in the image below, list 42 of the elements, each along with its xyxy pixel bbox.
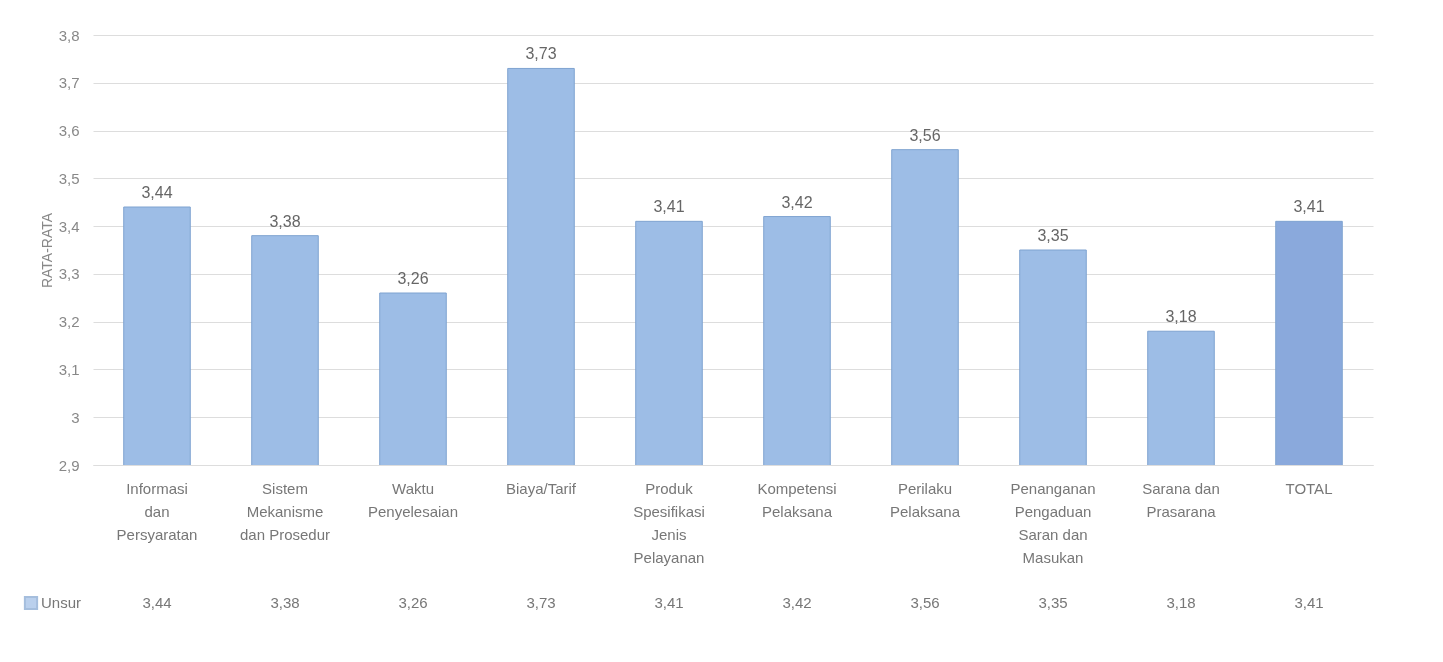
x-tick-label: Biaya/Tarif xyxy=(505,479,577,497)
y-tick-label: 3 xyxy=(71,408,80,426)
y-tick-label: 3,8 xyxy=(58,26,80,44)
x-tick-label: Perilaku Pelaksana xyxy=(889,479,961,520)
text: 3,26 xyxy=(397,270,429,287)
text: 3,44 xyxy=(141,184,173,201)
x-tick-label: Sistem Mekanisme dan Prosedur xyxy=(239,479,331,543)
text: 3,38 xyxy=(269,212,301,230)
y-tick-label: 3,6 xyxy=(58,122,80,140)
y-tick-label: 3,2 xyxy=(58,313,80,331)
data-label: 3,56 xyxy=(910,594,940,611)
x-tick-label: Informasi dan Persyaratan xyxy=(116,479,198,543)
y-tick-label: 3,1 xyxy=(58,360,80,378)
data-label: 3,44 xyxy=(142,594,172,611)
data-label: 3,35 xyxy=(1038,594,1068,611)
text: 3,42 xyxy=(781,193,813,211)
legend-label: Unsur xyxy=(41,594,82,611)
x-tick-label: Waktu Penyelesaian xyxy=(367,479,459,520)
x-tick-label: Produk Spesifikasi Jenis Pelayanan xyxy=(633,479,705,566)
text: 3,35 xyxy=(1037,227,1069,244)
data-label: 3,42 xyxy=(782,594,812,611)
y-tick-label: 2,9 xyxy=(58,456,80,474)
x-tick-label: Sarana dan Prasarana xyxy=(1142,479,1220,520)
data-label: 3,41 xyxy=(1294,594,1324,611)
text: 3,73 xyxy=(525,45,557,63)
x-tick-label: Kompetensi Pelaksana xyxy=(757,479,837,520)
y-axis-title: RATA-RATA xyxy=(38,212,55,289)
text: 3,41 xyxy=(1293,198,1325,216)
data-label: 3,73 xyxy=(526,594,556,611)
text: 3,41 xyxy=(653,198,685,216)
x-tick-label: TOTAL xyxy=(1285,479,1333,497)
text: 3,18 xyxy=(1165,308,1197,326)
text: 3,56 xyxy=(909,126,941,144)
data-label: 3,18 xyxy=(1166,594,1196,611)
y-tick-label: 3,4 xyxy=(58,217,80,235)
x-tick-label: Penanganan Pengaduan Saran dan Masukan xyxy=(1010,479,1096,566)
data-label: 3,41 xyxy=(654,594,684,611)
y-tick-label: 3,3 xyxy=(58,265,80,283)
y-tick-label: 3,5 xyxy=(58,169,80,187)
y-tick-label: 3,7 xyxy=(58,74,80,92)
data-label: 3,26 xyxy=(398,594,428,611)
data-label: 3,38 xyxy=(270,594,300,611)
